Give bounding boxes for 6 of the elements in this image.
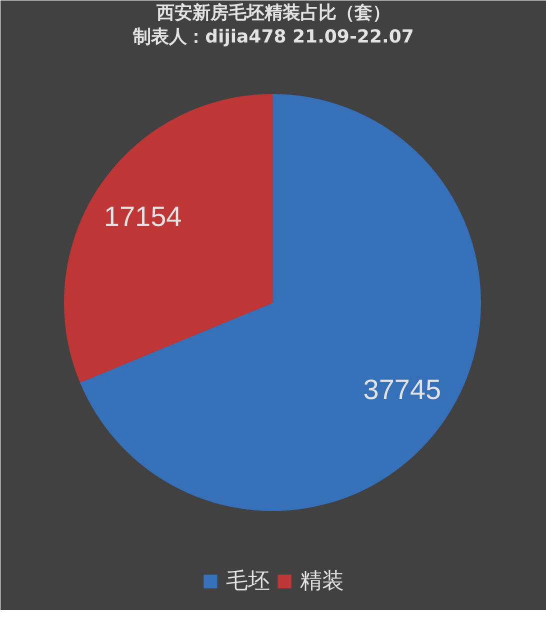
legend-label: 毛坯 — [226, 568, 270, 596]
data-label: 37745 — [363, 374, 442, 406]
chart-subtitle: 制表人：dijia478 21.09-22.07 — [132, 26, 414, 48]
legend-label: 精装 — [300, 568, 344, 596]
data-label: 17154 — [104, 200, 182, 232]
chart-title: 西安新房毛坯精装占比（套） — [156, 2, 390, 24]
